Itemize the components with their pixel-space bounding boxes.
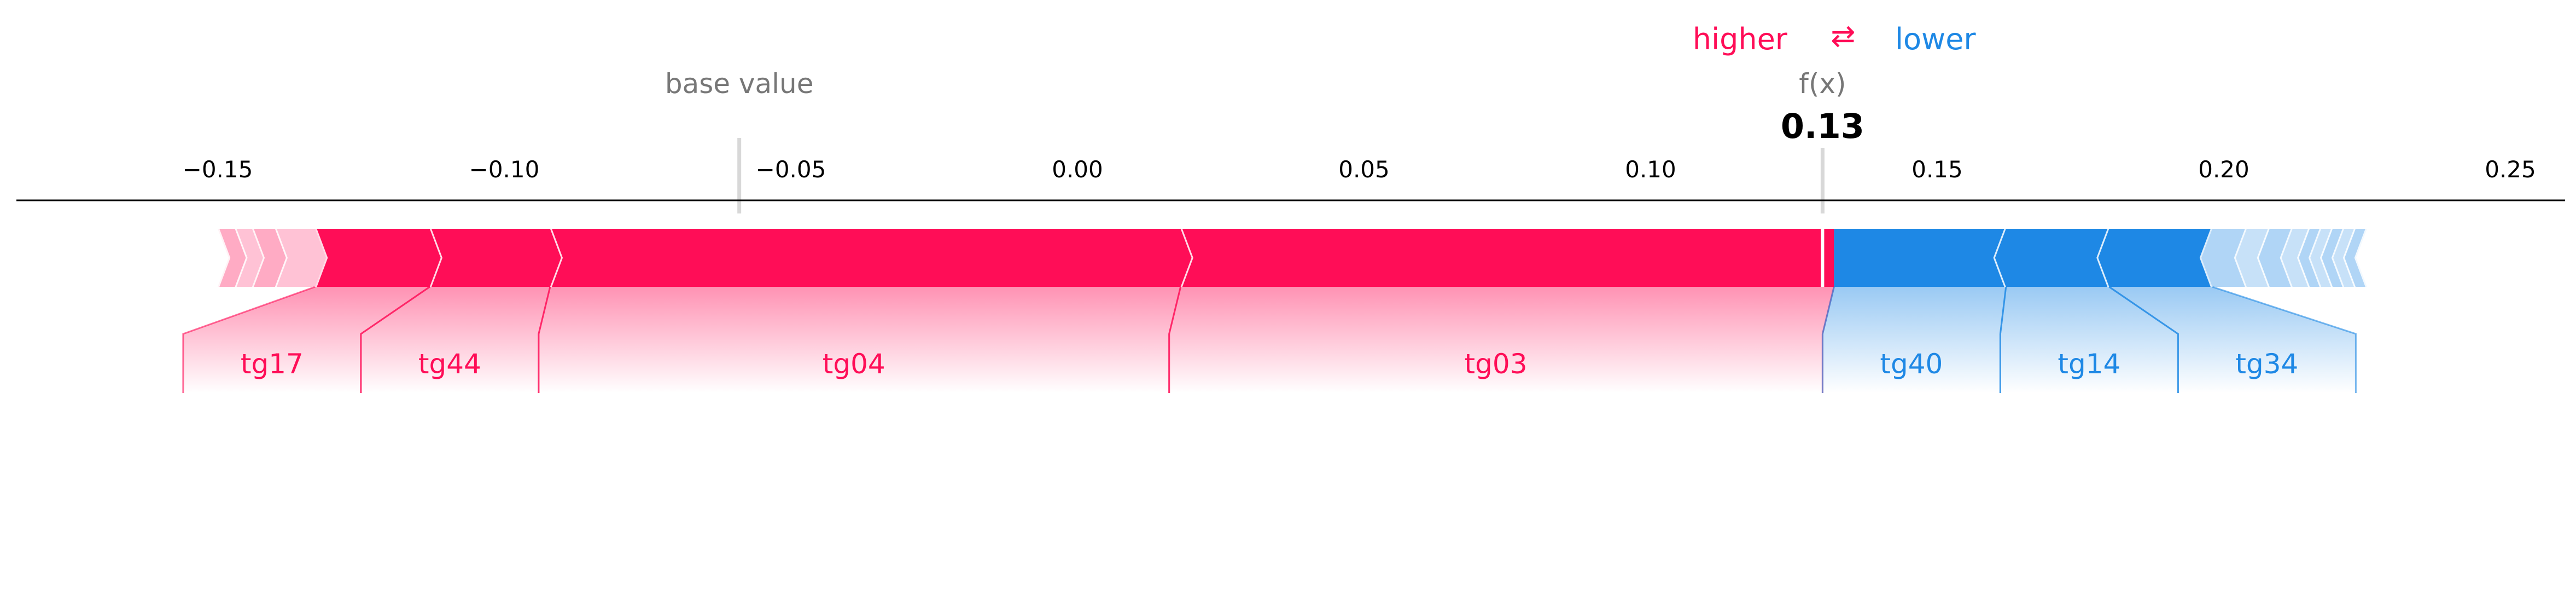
negative-feature-separator <box>2234 228 2248 288</box>
feature-name-label: tg17 <box>241 348 304 380</box>
x-tick-label: 0.10 <box>1625 156 1676 183</box>
feature-name-label: tg34 <box>2235 348 2298 380</box>
negative-feature-separator <box>2257 228 2271 288</box>
x-tick-label: 0.05 <box>1338 156 1390 183</box>
label-connector <box>182 286 316 393</box>
negative-feature-bar <box>2201 229 2247 287</box>
negative-feature-separator <box>2199 228 2214 288</box>
feature-name-label: tg40 <box>1880 348 1943 380</box>
x-tick-label: 0.15 <box>1911 156 1963 183</box>
positive-feature-separator <box>233 228 248 288</box>
x-tick-label: 0.00 <box>1052 156 1103 183</box>
positive-feature-bar <box>1180 229 1834 287</box>
positive-label-area <box>360 287 550 393</box>
x-tick-label: 0.20 <box>2198 156 2249 183</box>
positive-feature-separator <box>273 228 288 288</box>
negative-feature-bar <box>2258 229 2293 287</box>
negative-feature-bar <box>2098 229 2213 287</box>
label-connector <box>1168 286 1182 393</box>
x-tick-label: −0.10 <box>469 156 540 183</box>
positive-feature-bar <box>275 229 327 287</box>
positive-label-area <box>1169 287 1834 393</box>
legend-higher-label: higher <box>1693 22 1788 56</box>
positive-feature-bar <box>550 229 1192 287</box>
feature-name-label: tg44 <box>418 348 481 380</box>
label-connector <box>1999 286 2007 393</box>
positive-feature-bar <box>315 229 441 287</box>
negative-feature-bar <box>2235 229 2270 287</box>
positive-feature-bar <box>252 229 286 287</box>
label-connector <box>1821 286 1835 393</box>
label-connector <box>538 286 551 393</box>
base-value-label: base value <box>665 68 814 100</box>
positive-feature-separator <box>250 228 265 288</box>
feature-name-label: tg03 <box>1465 348 1528 380</box>
negative-feature-separator <box>2297 228 2312 288</box>
feature-labels: tg03 tg04 tg44 tg17 tg40 tg14 tg34 <box>241 348 2298 380</box>
negative-feature-bar <box>1834 229 2006 287</box>
negative-feature-separator <box>2280 228 2294 288</box>
legend-lower-label: lower <box>1895 22 1976 56</box>
label-connector <box>360 286 430 393</box>
negative-feature-separator <box>2319 228 2334 288</box>
negative-feature-separator <box>2342 228 2357 288</box>
negative-label-area <box>2000 287 2178 393</box>
negative-label-area <box>1822 287 2006 393</box>
negative-feature-separator <box>2308 228 2323 288</box>
label-connector <box>2108 286 2179 393</box>
feature-label-areas <box>182 286 2357 393</box>
x-tick-label: −0.15 <box>183 156 253 183</box>
positive-label-area <box>538 287 1181 393</box>
x-tick-label: −0.05 <box>756 156 826 183</box>
negative-feature-bar <box>1995 229 2109 287</box>
output-value: 0.13 <box>1781 106 1864 146</box>
feature-name-label: tg14 <box>2058 348 2120 380</box>
output-label: f(x) <box>1799 68 1846 100</box>
positive-feature-bar <box>429 229 561 287</box>
x-axis: −0.15 −0.10 −0.05 0.00 0.05 0.10 0.15 0.20 0.25 <box>16 156 2565 201</box>
negative-feature-separator <box>2331 228 2346 288</box>
swap-arrows-icon: ⇄ <box>1831 19 1855 53</box>
legend: higher ⇄ lower <box>1693 19 1977 56</box>
force-bars <box>216 228 2369 288</box>
label-connector <box>2212 286 2357 393</box>
positive-feature-separator <box>313 228 328 288</box>
negative-label-area <box>2109 287 2356 393</box>
x-tick-label: 0.25 <box>2485 156 2536 183</box>
negative-feature-separator <box>2354 228 2369 288</box>
feature-name-label: tg04 <box>823 348 885 380</box>
positive-feature-separator <box>216 228 231 288</box>
positive-label-area <box>183 287 430 393</box>
